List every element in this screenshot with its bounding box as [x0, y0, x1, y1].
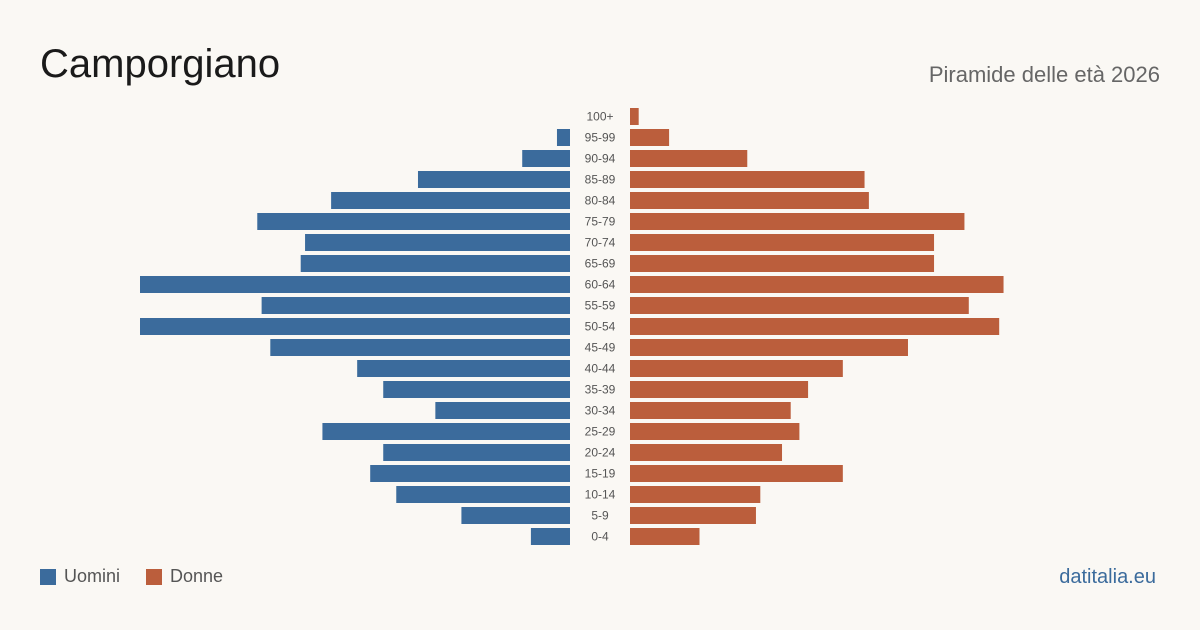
age-label-85-89: 85-89 [585, 173, 616, 187]
bar-women-45-49 [630, 339, 908, 356]
bar-women-60-64 [630, 276, 1004, 293]
age-label-0-4: 0-4 [591, 530, 609, 544]
bar-women-70-74 [630, 234, 935, 251]
bar-women-30-34 [630, 402, 791, 419]
bar-women-90-94 [630, 150, 748, 167]
bar-men-70-74 [305, 234, 570, 251]
page-title: Camporgiano [40, 42, 281, 86]
bar-women-20-24 [630, 444, 783, 461]
bar-women-100-plus [630, 108, 639, 125]
age-label-5-9: 5-9 [591, 509, 609, 523]
bar-men-65-69 [300, 255, 570, 272]
age-label-15-19: 15-19 [585, 467, 616, 481]
bar-women-5-9 [630, 507, 756, 524]
legend-item-men: Uomini [40, 566, 120, 587]
age-label-100-plus: 100+ [586, 110, 613, 124]
age-label-25-29: 25-29 [585, 425, 616, 439]
bar-men-85-89 [417, 171, 570, 188]
legend-label-men: Uomini [64, 566, 121, 586]
bar-women-15-19 [630, 465, 843, 482]
legend-swatch-men [40, 568, 56, 585]
age-label-90-94: 90-94 [585, 152, 616, 166]
bar-men-0-4 [530, 528, 570, 545]
bar-men-90-94 [522, 150, 570, 167]
age-label-65-69: 65-69 [585, 257, 616, 271]
bar-men-40-44 [357, 360, 570, 377]
bar-women-50-54 [630, 318, 1000, 335]
bar-women-25-29 [630, 423, 800, 440]
bar-women-65-69 [630, 255, 935, 272]
bar-men-75-79 [257, 213, 570, 230]
chart-subtitle: Piramide delle età 2026 [928, 62, 1160, 87]
brand-link[interactable]: datitalia.eu [1059, 566, 1156, 588]
bar-women-10-14 [630, 486, 761, 503]
age-label-60-64: 60-64 [585, 278, 616, 292]
age-label-80-84: 80-84 [585, 194, 616, 208]
bar-men-25-29 [322, 423, 570, 440]
legend-swatch-women [146, 568, 163, 585]
age-label-35-39: 35-39 [585, 383, 616, 397]
age-label-75-79: 75-79 [585, 215, 616, 229]
age-label-50-54: 50-54 [585, 320, 616, 334]
legend-item-women: Donne [146, 566, 223, 587]
bar-men-50-54 [140, 318, 570, 335]
age-label-20-24: 20-24 [585, 446, 616, 460]
age-label-70-74: 70-74 [585, 236, 616, 250]
bar-women-55-59 [630, 297, 969, 314]
bar-men-5-9 [461, 507, 570, 524]
bar-men-55-59 [261, 297, 570, 314]
bar-men-15-19 [370, 465, 570, 482]
bar-men-95-99 [556, 129, 570, 146]
bar-women-0-4 [630, 528, 700, 545]
age-label-95-99: 95-99 [585, 131, 616, 145]
bar-women-80-84 [630, 192, 869, 209]
age-label-45-49: 45-49 [585, 341, 616, 355]
legend-label-women: Donne [170, 566, 224, 586]
bar-women-95-99 [630, 129, 670, 146]
bar-women-85-89 [630, 171, 865, 188]
bar-men-10-14 [396, 486, 570, 503]
age-label-30-34: 30-34 [585, 404, 616, 418]
age-label-10-14: 10-14 [585, 488, 616, 502]
bar-women-75-79 [630, 213, 965, 230]
chart-legend: Uomini Donne [40, 566, 249, 587]
bar-men-35-39 [383, 381, 570, 398]
bar-women-40-44 [630, 360, 843, 377]
bar-men-20-24 [383, 444, 570, 461]
bar-men-45-49 [270, 339, 570, 356]
bar-men-80-84 [331, 192, 570, 209]
bar-men-30-34 [435, 402, 570, 419]
bar-men-60-64 [140, 276, 570, 293]
age-label-40-44: 40-44 [585, 362, 616, 376]
bar-women-35-39 [630, 381, 809, 398]
age-label-55-59: 55-59 [585, 299, 616, 313]
